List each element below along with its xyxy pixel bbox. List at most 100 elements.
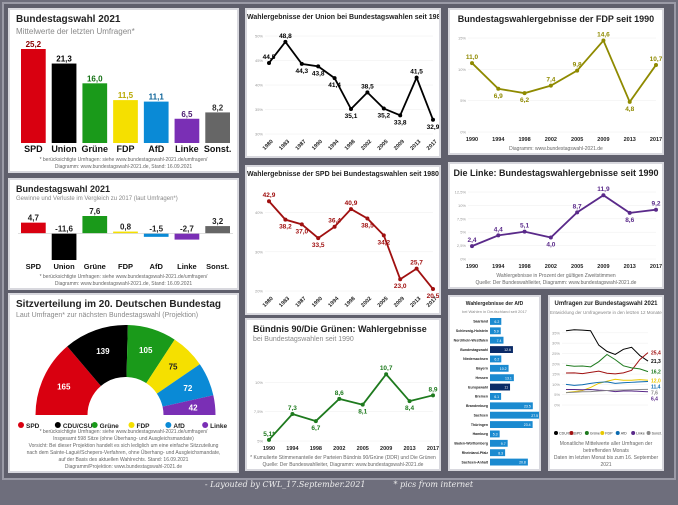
data-label: 8,6 (335, 390, 344, 397)
chart-panel-p4: Wahlergebnisse der Union bei Bundestagsw… (245, 8, 441, 158)
data-point (349, 107, 353, 112)
x-tick-label: 2013 (403, 446, 415, 452)
seat-segment-AfD (156, 364, 214, 407)
x-tick-label: 2017 (650, 264, 662, 270)
data-point (627, 99, 632, 104)
seat-segment-Grüne (126, 325, 175, 384)
data-label: 33,8 (394, 119, 407, 126)
x-tick-label: 1994 (327, 138, 341, 152)
category-label: Linke (177, 262, 197, 271)
chart-subtitle: bei Wahlen in Deutschland seit 2017 (462, 309, 527, 314)
data-label: 10.2 (500, 367, 507, 371)
bar-SPD (21, 222, 46, 234)
chart-svg: 165 139 105 75 72 42 SPD CDU/CSU Grüne FDP AfD Link… (18, 325, 228, 430)
bar-Thüringen (490, 421, 533, 428)
chart-title: Bundestagswahl 2021 (16, 184, 111, 194)
data-label: 8,9 (428, 386, 437, 393)
legend-marker (128, 422, 135, 428)
data-label: 13.1 (505, 376, 512, 380)
last-value-label: 21,3 (651, 359, 661, 365)
data-label: 36,4 (328, 218, 341, 225)
last-value-label: 12,0 (651, 378, 661, 384)
legend-marker (615, 431, 620, 435)
y-tick-label: 15% (458, 36, 466, 41)
chart-panel-p8: Die Linke: Bundestagswahlergebnisse seit… (448, 162, 664, 289)
data-label: 21,3 (56, 55, 72, 64)
data-label: 6,7 (311, 425, 320, 432)
x-tick-label: 1990 (311, 296, 324, 309)
chart-notes: * berücksichtigte Umfragen: siehe www.bu… (10, 274, 237, 288)
series-line (565, 353, 649, 373)
series-line (565, 380, 649, 386)
category-label: Sachsen-Anhalt (462, 460, 489, 464)
x-tick-label: 2005 (571, 264, 583, 270)
data-label: 11 (504, 386, 508, 390)
series-line (268, 200, 434, 290)
data-label: 7,6 (89, 207, 101, 216)
data-point (548, 235, 553, 240)
data-point (414, 75, 419, 80)
y-tick-label: 10% (255, 380, 263, 385)
data-label: 5,1* (263, 431, 275, 438)
x-tick-label: 2005 (357, 446, 369, 452)
bar-FDP (113, 100, 138, 143)
data-label: 6.2 (494, 320, 499, 324)
y-tick-label: 5% (257, 439, 263, 444)
data-label: 5.3 (493, 433, 498, 437)
bar-Europawahl (490, 383, 511, 391)
chart-panel-p9: Wahlergebnisse der AfD bei Wahlen in Deut… (448, 295, 541, 471)
data-point (627, 210, 632, 215)
data-label: 0,8 (120, 223, 132, 232)
bar-Sachsen-Anhalt (490, 458, 528, 466)
data-point (398, 277, 403, 282)
data-label: 9.7 (501, 442, 506, 446)
bar-Brandenburg (490, 402, 533, 410)
bar-Bremen (490, 393, 502, 400)
category-label: FDP (117, 144, 135, 154)
x-tick-label: 2017 (427, 446, 439, 452)
data-label: 6,5 (181, 110, 193, 119)
legend-label: CDU/CSU (559, 432, 576, 436)
data-label: 7,4 (546, 77, 555, 84)
data-label: 8,7 (573, 203, 582, 210)
category-label: Rheinland-Pfalz (462, 451, 489, 455)
series-line (565, 388, 649, 394)
legend-label: AfD (173, 423, 185, 430)
y-tick-label: 35% (552, 330, 560, 335)
data-point (316, 236, 321, 241)
bar-Nordrhein-Westfalen (490, 336, 504, 344)
x-tick-label: 1998 (344, 139, 357, 152)
y-tick-label: 35% (255, 107, 263, 112)
series-line (565, 352, 649, 375)
bar-Hamburg (490, 430, 500, 438)
data-label: 33,5 (312, 242, 325, 249)
y-tick-label: 45% (255, 58, 263, 63)
chart-svg: 0% 5% 10% 15% 20% 25% 30% 35% 25,4 21,3 16,2 12,011… (552, 329, 662, 436)
note-line: * berücksichtigte Umfragen: siehe www.bu… (39, 157, 208, 163)
data-label: 8,6 (625, 217, 634, 224)
data-point (365, 216, 370, 221)
data-point (313, 419, 318, 424)
data-point (414, 266, 419, 271)
y-tick-label: 5% (554, 392, 560, 397)
data-point (299, 61, 304, 66)
seat-segment-CDU/CSU (67, 325, 128, 387)
data-label: 38,5 (361, 222, 374, 229)
data-label: 9,8 (573, 62, 582, 69)
category-label: Union (53, 262, 75, 271)
y-tick-label: 7,5% (457, 216, 467, 221)
data-point (365, 90, 370, 95)
data-point (398, 113, 403, 118)
data-label: 11,9 (597, 186, 610, 193)
x-tick-label: 1994 (327, 295, 341, 309)
bar-Union (51, 233, 77, 260)
x-tick-label: 1990 (466, 137, 478, 143)
data-point (522, 91, 527, 96)
data-point (431, 287, 435, 292)
y-tick-label: 50% (255, 34, 263, 39)
data-label: 48,8 (279, 33, 292, 40)
data-label: 11,0 (466, 54, 479, 61)
category-label: Brandenburg (466, 404, 488, 408)
chart-title: Wahlergebnisse der Union bei Bundestagsw… (247, 14, 441, 21)
category-label: Sonst. (206, 262, 229, 271)
